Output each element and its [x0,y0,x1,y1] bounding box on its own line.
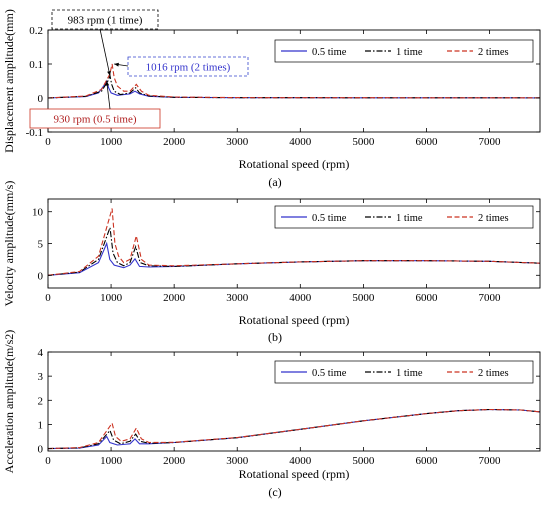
legend-label-2: 1 time [396,213,423,224]
series-line-3 [48,208,540,276]
legend-label-2: 1 time [396,47,423,58]
figure-caption: (a) [268,175,281,189]
series-line-2 [48,74,540,99]
y-tick-label: 5 [38,239,44,251]
y-tick-label: 10 [32,207,44,219]
series-line-2 [48,408,540,450]
y-axis-label: Displacement amplitude(mm) [2,9,16,153]
x-tick-label: 6000 [415,292,438,304]
annotation-box-2 [127,56,249,77]
series-group [48,63,540,99]
series-line-3 [48,63,540,99]
x-axis-label: Rotational speed (rpm) [239,157,350,171]
y-tick-label: 3 [38,371,44,383]
x-tick-label: 0 [45,136,51,148]
legend-label-3: 2 times [478,368,509,379]
annotation-arrow-3 [106,80,111,110]
y-tick-label: 2 [38,395,44,407]
x-tick-label: 5000 [352,455,375,467]
legend-label-2: 1 time [396,368,423,379]
legend-label-1: 0.5 time [312,47,347,58]
legend: 0.5 time 1 time 2 times [274,205,534,229]
x-tick-label: 2000 [163,292,186,304]
figure-caption: (b) [268,330,282,344]
annotation-arrowhead-3 [105,81,110,86]
annotation-arrowhead-1 [107,71,111,76]
x-axis-label: Rotational speed (rpm) [239,467,350,481]
series-line-1 [48,408,540,450]
y-axis-label: Velocity amplitude(mm/s) [2,181,16,307]
x-tick-label: 7000 [479,455,502,467]
series-line-3 [48,408,540,450]
chart-a: 0 1000 2000 3000 4000 5000 6000 7000-0.100.10.2… [2,9,541,189]
legend: 0.5 time 1 time 2 times [274,360,534,384]
legend-box [274,39,534,63]
annotation-box-3 [29,108,161,129]
x-tick-label: 0 [45,455,51,467]
x-tick-label: 2000 [163,455,186,467]
y-tick-label: 0 [38,444,44,456]
legend-box [274,205,534,229]
chart-b: 0 1000 2000 3000 4000 5000 6000 7000 0 5 10 Rotatio… [2,181,541,344]
plot-frame [47,29,541,133]
series-group [48,208,540,276]
annotation-label-1: 983 rpm (1 time) [68,15,143,27]
y-tick-label: 0 [38,93,44,105]
legend-label-1: 0.5 time [312,213,347,224]
legend-box [274,360,534,384]
y-tick-label: 0.1 [29,59,43,71]
x-axis-label: Rotational speed (rpm) [239,313,350,327]
annotations: 983 rpm (1 time) 1016 rpm (2 times) 930 rp… [29,9,249,129]
x-tick-label: 5000 [352,292,375,304]
legend: 0.5 time 1 time 2 times [274,39,534,63]
x-tick-label: 5000 [352,136,375,148]
figure-caption: (c) [268,485,281,499]
x-tick-label: 6000 [415,455,438,467]
y-axis-label: Acceleration amplitude(m/s2) [2,330,16,474]
x-tick-label: 2000 [163,136,186,148]
x-tick-label: 3000 [226,136,249,148]
legend-label-3: 2 times [478,213,509,224]
x-tick-label: 6000 [415,136,438,148]
series-line-2 [48,227,540,276]
annotation-arrowhead-2 [114,62,119,67]
x-tick-label: 1000 [100,136,123,148]
x-tick-label: 3000 [226,292,249,304]
annotation-box-1 [51,9,159,30]
y-tick-label: 4 [38,347,44,359]
x-tick-label: 4000 [289,292,312,304]
x-tick-label: 7000 [479,292,502,304]
x-tick-label: 1000 [100,292,123,304]
annotation-arrow-1 [99,28,111,76]
plot-frame [47,351,541,452]
x-tick-label: 1000 [100,455,123,467]
y-tick-label: 0 [38,270,44,282]
series-line-1 [48,79,540,99]
x-tick-label: 4000 [289,455,312,467]
series-group [48,408,540,450]
chart-c: 0 1000 2000 3000 4000 5000 6000 7000 0 1 2 3 4 Rotati… [2,330,541,499]
legend-label-3: 2 times [478,47,509,58]
annotation-label-3: 930 rpm (0.5 time) [53,114,136,126]
y-tick-label: 1 [38,419,44,431]
annotation-label-2: 1016 rpm (2 times) [146,62,231,74]
y-tick-label: 0.2 [29,25,43,37]
legend-label-1: 0.5 time [312,368,347,379]
x-tick-label: 3000 [226,455,249,467]
x-tick-label: 0 [45,292,51,304]
x-tick-label: 7000 [479,136,502,148]
y-tick-label: -0.1 [26,127,43,139]
x-tick-label: 4000 [289,136,312,148]
